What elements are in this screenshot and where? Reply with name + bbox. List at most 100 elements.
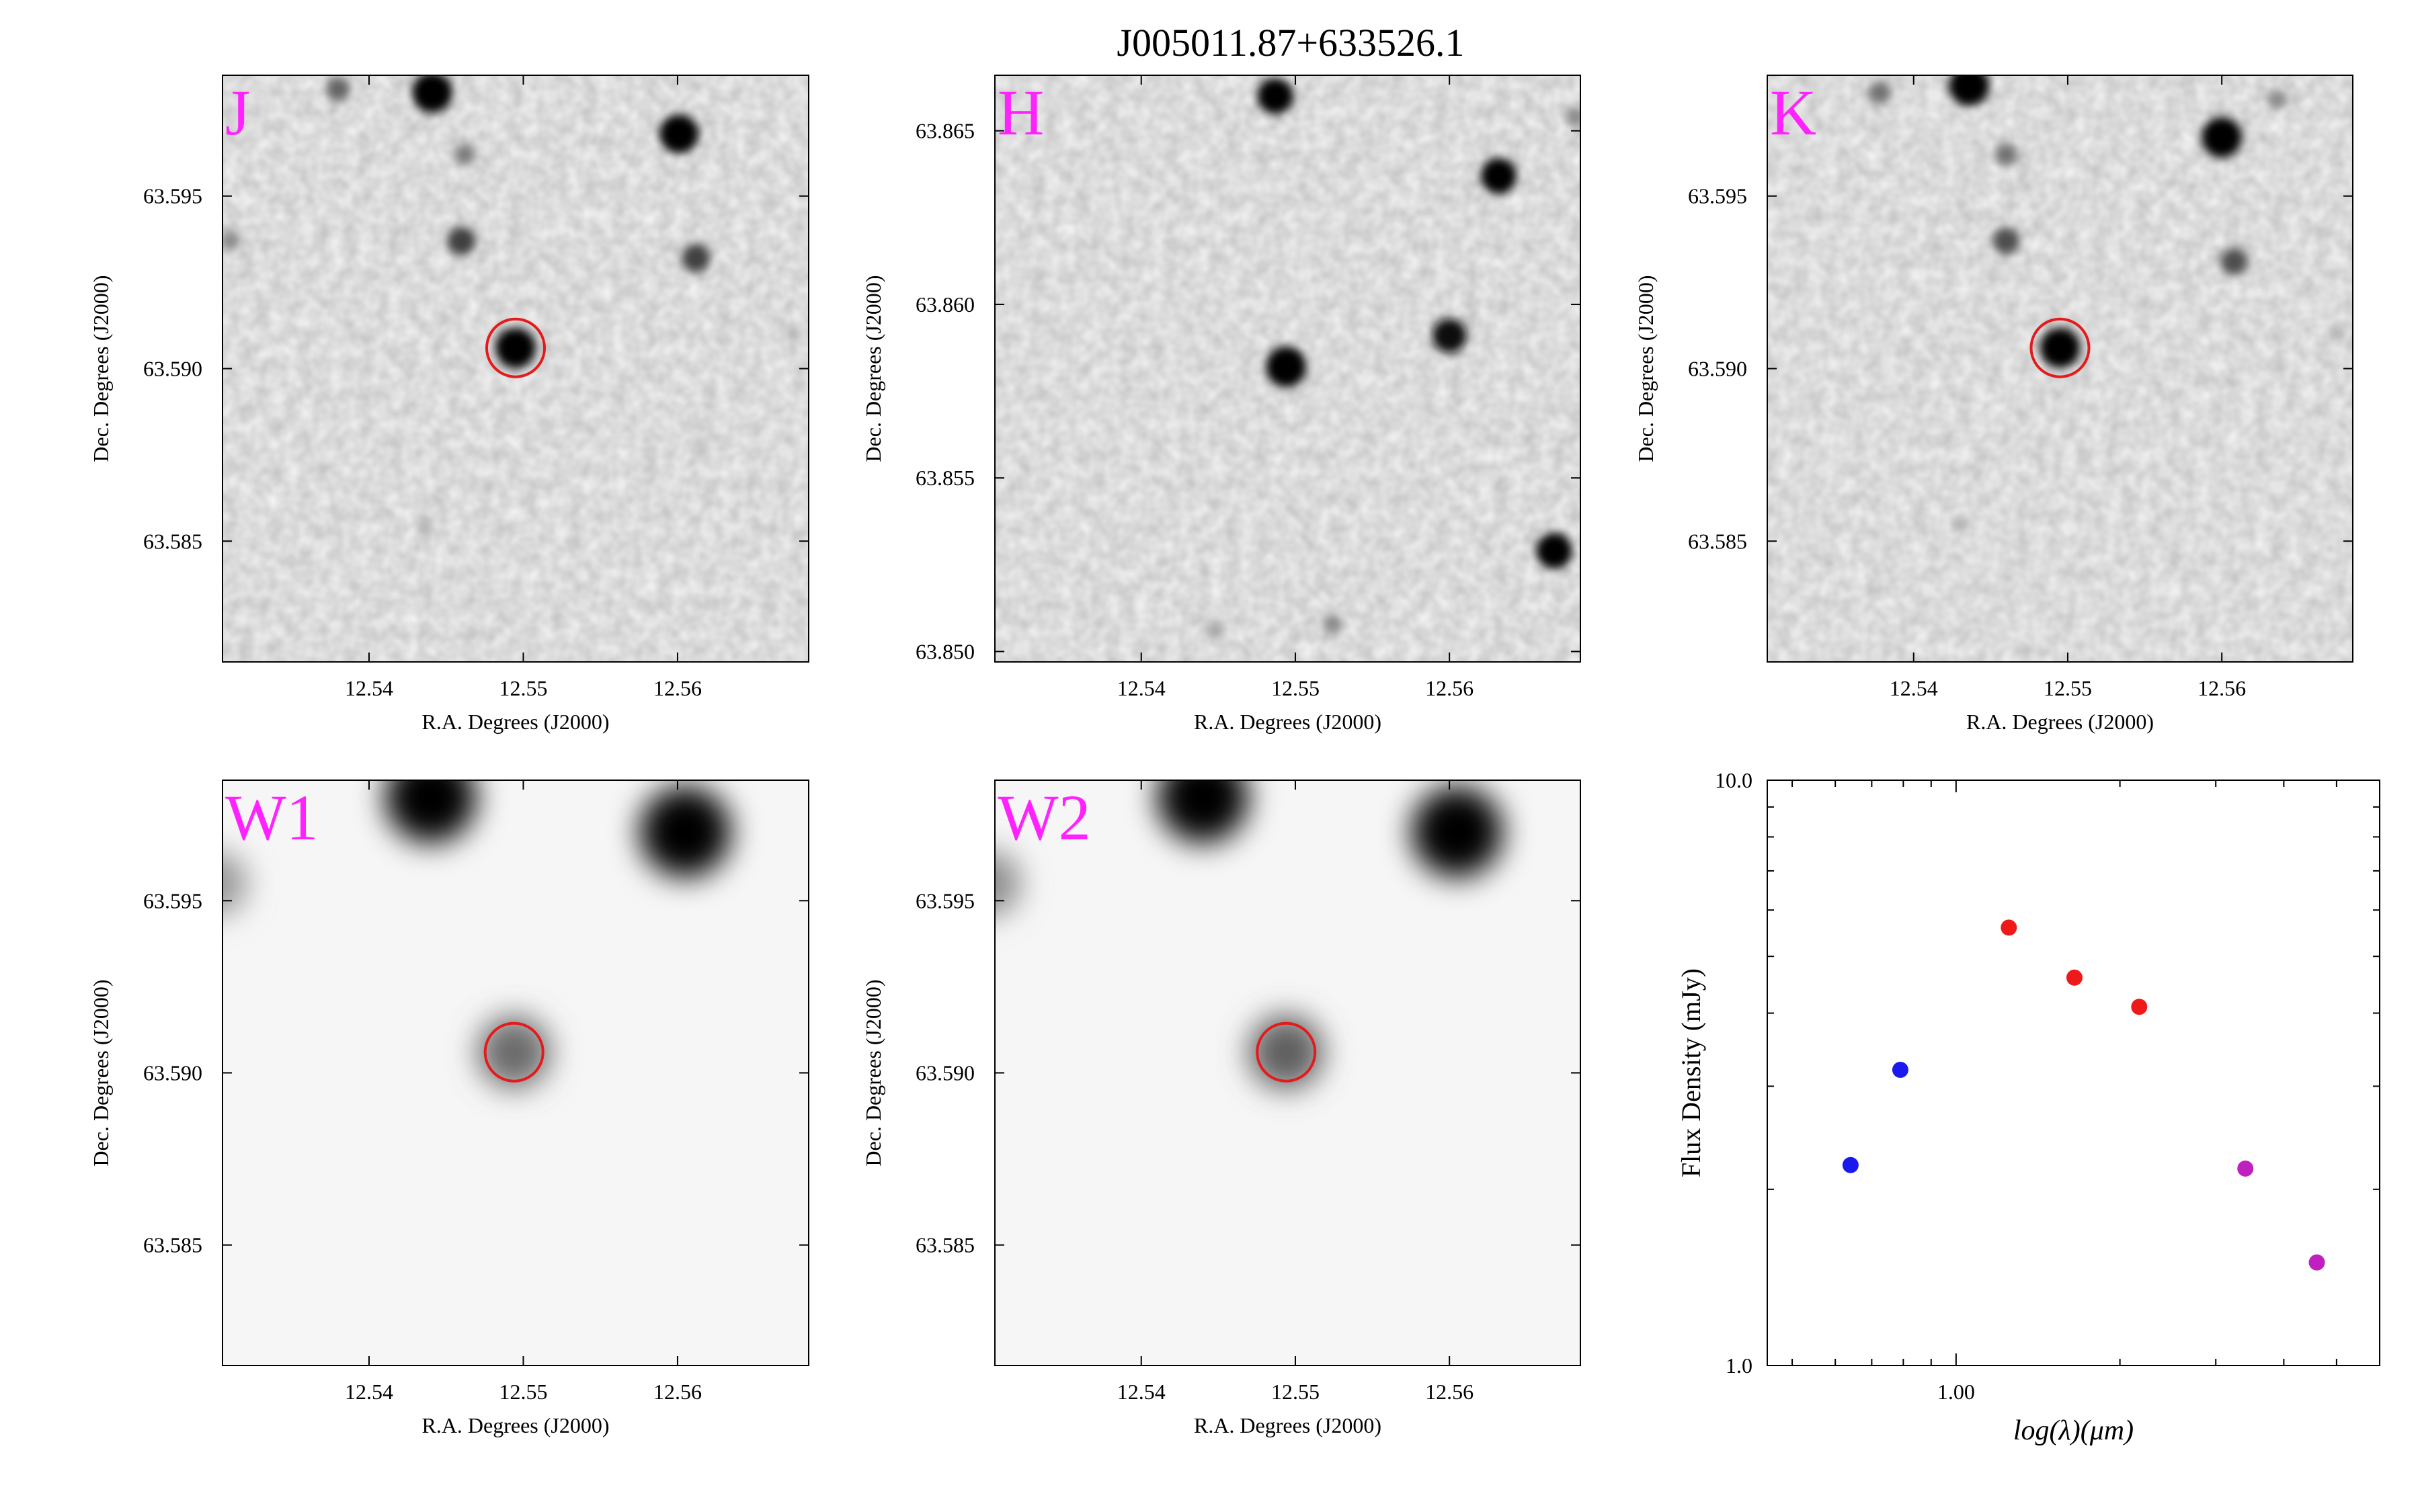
- source-8: [1952, 516, 1968, 532]
- source-1: [1257, 78, 1293, 114]
- data-point: [1842, 1157, 1859, 1173]
- source-7: [1566, 107, 1580, 127]
- figure-title: J005011.87+633526.1: [1117, 21, 1465, 65]
- image-area: [995, 75, 1580, 662]
- source-5: [1322, 614, 1342, 634]
- source-2: [659, 114, 699, 154]
- x-tick-label: 12.56: [2197, 676, 2246, 700]
- y-axis-label: Dec. Degrees (J2000): [861, 275, 885, 462]
- source-0: [1248, 1014, 1324, 1090]
- source-2: [1480, 158, 1517, 194]
- source-3: [1432, 318, 1467, 353]
- source-6: [454, 144, 475, 165]
- data-point: [2308, 1254, 2325, 1271]
- y-tick-label: 63.590: [143, 357, 202, 381]
- x-tick-label: 12.54: [1117, 1380, 1166, 1404]
- x-tick-label: 12.55: [2044, 676, 2092, 700]
- y-axis-label: Dec. Degrees (J2000): [89, 275, 113, 462]
- source-4: [682, 243, 711, 273]
- x-axis-label: R.A. Degrees (J2000): [1194, 1413, 1381, 1437]
- image-area: [995, 780, 1580, 1366]
- source-1: [1157, 780, 1249, 843]
- y-tick-label: 63.585: [143, 1233, 202, 1257]
- data-point: [2131, 999, 2148, 1015]
- source-4: [1536, 532, 1572, 569]
- axes-frame: [994, 75, 1581, 663]
- sky-noise: [1767, 75, 2353, 662]
- source-9: [2329, 326, 2345, 342]
- band-label: W2: [998, 782, 1091, 853]
- y-tick-label: 63.860: [916, 292, 975, 317]
- band-label: K: [1770, 77, 1816, 149]
- y-tick-label: 63.590: [916, 1061, 975, 1085]
- source-2: [2202, 117, 2243, 158]
- x-axis-label: R.A. Degrees (J2000): [421, 1413, 609, 1437]
- x-tick-label: 12.56: [653, 1380, 702, 1404]
- x-tick-label: 1.00: [1937, 1380, 1975, 1404]
- y-tick-label: 63.850: [916, 640, 975, 664]
- band-label: J: [225, 77, 250, 149]
- target-aperture: [1256, 1021, 1317, 1083]
- x-tick-label: 12.55: [1271, 1380, 1320, 1404]
- target-aperture: [2029, 317, 2091, 378]
- data-point: [1892, 1062, 1908, 1079]
- y-axis-label: Flux Density (mJy): [1676, 968, 1706, 1177]
- image-area: [1767, 75, 2353, 662]
- panel-k: 12.54 12.55 12.56 63.585 63.590 63.595 R.A. De…: [1634, 75, 2353, 734]
- x-axis-label: R.A. Degrees (J2000): [421, 710, 609, 734]
- y-axis-label: Dec. Degrees (J2000): [1634, 275, 1658, 462]
- y-tick-label: 63.590: [143, 1061, 202, 1085]
- x-axis-label: R.A. Degrees (J2000): [1966, 710, 2154, 734]
- target-aperture: [485, 317, 546, 378]
- y-tick-label: 63.585: [1688, 529, 1747, 553]
- y-tick-label: 1.0: [1726, 1353, 1752, 1378]
- source-0: [1266, 346, 1307, 387]
- source-3: [447, 226, 476, 255]
- y-axis-label: Dec. Degrees (J2000): [89, 979, 113, 1166]
- axes-frame: [1767, 780, 2380, 1366]
- y-tick-label: 63.595: [143, 184, 202, 208]
- x-tick-label: 12.55: [499, 1380, 547, 1404]
- sky-noise: [223, 75, 809, 662]
- source-0: [495, 327, 536, 368]
- image-area: [223, 780, 809, 1366]
- source-7: [223, 230, 241, 251]
- y-tick-label: 63.585: [916, 1233, 975, 1257]
- panel-w1: 12.54 12.55 12.56 63.585 63.590 63.595 R.A. De…: [89, 780, 809, 1437]
- panel-j: 12.54 12.55 12.56 63.585 63.590 63.595 R.A. De…: [89, 75, 809, 734]
- x-tick-label: 12.54: [1117, 676, 1166, 700]
- x-tick-label: 12.56: [653, 676, 702, 700]
- source-3: [223, 851, 248, 915]
- source-3: [995, 851, 1021, 917]
- panel-w2: 12.54 12.55 12.56 63.585 63.590 63.595 R.A. De…: [861, 780, 1581, 1437]
- source-5: [326, 77, 351, 101]
- y-tick-label: 63.585: [143, 529, 202, 553]
- panel-sed: 1.00 1.0 10.0 log(λ)(μm) Flux Density (mJy): [1676, 768, 2380, 1446]
- x-tick-label: 12.54: [345, 676, 393, 700]
- y-tick-label: 63.865: [916, 119, 975, 143]
- source-10: [785, 326, 801, 342]
- y-tick-label: 63.595: [1688, 184, 1747, 208]
- y-axis-label: Dec. Degrees (J2000): [861, 979, 885, 1166]
- source-9: [694, 437, 708, 452]
- source-0: [477, 1015, 551, 1089]
- data-point: [2066, 969, 2083, 986]
- source-0: [2040, 327, 2081, 368]
- source-2: [1411, 786, 1503, 878]
- target-aperture: [483, 1021, 544, 1083]
- y-tick-label: 63.590: [1688, 357, 1747, 381]
- x-tick-label: 12.55: [1271, 676, 1320, 700]
- x-tick-label: 12.54: [345, 1380, 393, 1404]
- source-7: [2267, 89, 2288, 110]
- x-tick-label: 12.55: [499, 676, 547, 700]
- y-tick-label: 10.0: [1715, 768, 1752, 792]
- band-label: H: [998, 77, 1044, 149]
- source-6: [1207, 622, 1224, 639]
- source-3: [1992, 227, 2020, 255]
- x-tick-label: 12.56: [1425, 1380, 1474, 1404]
- band-label: W1: [225, 782, 319, 853]
- y-tick-label: 63.595: [143, 888, 202, 913]
- x-axis-label: log(λ)(μm): [2013, 1415, 2134, 1446]
- image-area: [223, 75, 809, 662]
